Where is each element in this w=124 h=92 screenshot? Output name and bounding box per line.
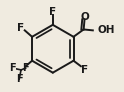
Text: F: F <box>49 7 56 17</box>
Text: OH: OH <box>97 25 115 35</box>
Text: F: F <box>9 63 16 73</box>
Text: F: F <box>22 63 29 73</box>
Text: F: F <box>81 65 88 75</box>
Text: O: O <box>80 12 89 22</box>
Text: F: F <box>17 23 25 33</box>
Text: F: F <box>16 74 23 84</box>
